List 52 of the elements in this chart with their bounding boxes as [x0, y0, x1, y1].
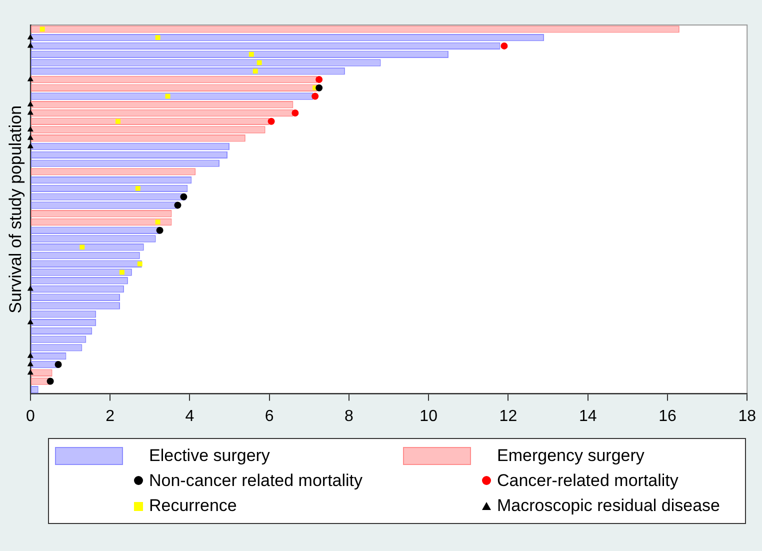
point [268, 118, 275, 125]
point [120, 270, 124, 275]
legend-label: Cancer-related mortality [497, 470, 678, 491]
legend-label: Emergency surgery [497, 446, 644, 466]
point [27, 42, 34, 48]
point [27, 34, 34, 40]
point [292, 110, 299, 117]
x-tick-label: 6 [264, 408, 274, 425]
point [27, 352, 34, 358]
point [312, 92, 319, 100]
point [80, 244, 85, 250]
point [27, 126, 34, 132]
point [27, 134, 34, 140]
point [27, 319, 34, 324]
point [256, 60, 262, 66]
point [137, 261, 142, 266]
point [316, 76, 323, 83]
x-tick-label: 12 [499, 408, 518, 425]
point [156, 226, 164, 234]
point [135, 186, 140, 191]
x-tick-label: 10 [420, 408, 438, 425]
point [27, 369, 34, 375]
point [180, 193, 188, 200]
point [155, 35, 160, 40]
x-tick-label: 18 [738, 408, 756, 425]
point [27, 360, 34, 366]
point [27, 110, 34, 115]
y-axis-title: Survival of study population [6, 105, 25, 314]
x-tick-label: 16 [658, 408, 676, 425]
point [500, 42, 508, 50]
x-tick-label: 0 [26, 408, 35, 425]
legend-label: Elective surgery [149, 446, 270, 466]
point [27, 286, 34, 291]
legend-label: Non-cancer related mortality [149, 470, 363, 491]
point [116, 118, 120, 124]
point [248, 52, 254, 57]
point [155, 220, 160, 224]
x-tick-label: 8 [344, 408, 354, 425]
point [252, 68, 258, 74]
point [27, 101, 34, 106]
point [40, 26, 45, 32]
x-tick-label: 4 [185, 408, 194, 425]
point [27, 76, 34, 82]
legend-label: Recurrence [149, 496, 237, 516]
point [174, 202, 182, 209]
x-tick-label: 2 [106, 408, 115, 425]
legend-label: Macroscopic residual disease [497, 496, 720, 516]
point [54, 360, 62, 368]
point [46, 378, 54, 385]
point [27, 143, 34, 148]
point [316, 84, 323, 92]
x-tick-label: 14 [578, 408, 597, 425]
